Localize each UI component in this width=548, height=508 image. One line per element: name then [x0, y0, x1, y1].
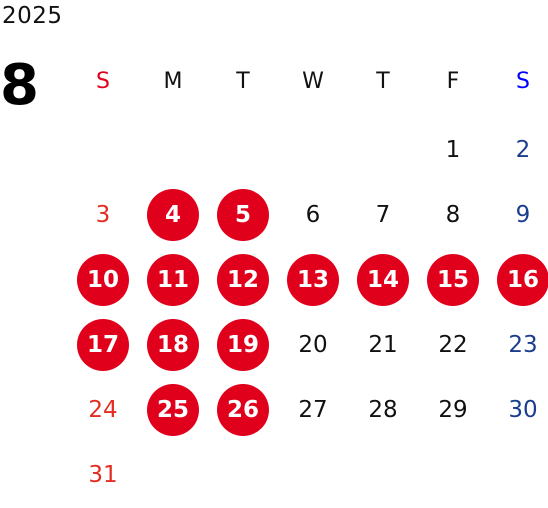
day-cell-30[interactable]: 30 [488, 378, 548, 442]
holiday-date: 5 [217, 189, 269, 241]
calendar-grid: 1 2 3 4 5 6 7 8 9 10 11 12 13 14 15 16 17 18 19 20 21 22 23 24 2… [68, 118, 548, 508]
calendar-year: 2025 [2, 3, 63, 29]
day-cell-13[interactable]: 13 [278, 248, 348, 312]
day-cell-12[interactable]: 12 [208, 248, 278, 312]
day-cell-7[interactable]: 7 [348, 183, 418, 247]
day-cell-15[interactable]: 15 [418, 248, 488, 312]
holiday-date: 10 [77, 254, 129, 306]
weekday-sun: S [96, 68, 110, 94]
date-number: 29 [438, 397, 468, 423]
date-number: 30 [508, 397, 538, 423]
holiday-date: 12 [217, 254, 269, 306]
date-number: 9 [515, 202, 531, 228]
weekday-tue: T [236, 68, 250, 94]
day-cell-18[interactable]: 18 [138, 313, 208, 377]
day-cell-6[interactable]: 6 [278, 183, 348, 247]
day-cell-28[interactable]: 28 [348, 378, 418, 442]
day-cell-17[interactable]: 17 [68, 313, 138, 377]
date-number: 1 [445, 137, 461, 163]
date-number: 27 [298, 397, 328, 423]
day-cell-5[interactable]: 5 [208, 183, 278, 247]
day-cell-9[interactable]: 9 [488, 183, 548, 247]
date-number: 6 [305, 202, 321, 228]
date-number: 3 [95, 202, 111, 228]
day-cell-2[interactable]: 2 [488, 118, 548, 182]
weekday-sat: S [516, 68, 530, 94]
holiday-date: 17 [77, 319, 129, 371]
calendar-month: 8 [0, 53, 39, 118]
day-cell-26[interactable]: 26 [208, 378, 278, 442]
day-cell-25[interactable]: 25 [138, 378, 208, 442]
holiday-date: 14 [357, 254, 409, 306]
date-number: 31 [88, 462, 118, 488]
day-cell-24[interactable]: 24 [68, 378, 138, 442]
day-cell-16[interactable]: 16 [488, 248, 548, 312]
day-cell-4[interactable]: 4 [138, 183, 208, 247]
day-cell-22[interactable]: 22 [418, 313, 488, 377]
holiday-date: 26 [217, 384, 269, 436]
date-number: 23 [508, 332, 538, 358]
day-cell-23[interactable]: 23 [488, 313, 548, 377]
weekday-thu: T [376, 68, 390, 94]
holiday-date: 15 [427, 254, 479, 306]
holiday-date: 16 [497, 254, 548, 306]
date-number: 8 [445, 202, 461, 228]
holiday-date: 25 [147, 384, 199, 436]
date-number: 21 [368, 332, 398, 358]
date-number: 24 [88, 397, 118, 423]
day-cell-19[interactable]: 19 [208, 313, 278, 377]
date-number: 7 [375, 202, 391, 228]
date-number: 22 [438, 332, 468, 358]
day-cell-8[interactable]: 8 [418, 183, 488, 247]
day-cell-21[interactable]: 21 [348, 313, 418, 377]
holiday-date: 11 [147, 254, 199, 306]
day-cell-14[interactable]: 14 [348, 248, 418, 312]
day-cell-27[interactable]: 27 [278, 378, 348, 442]
day-cell-3[interactable]: 3 [68, 183, 138, 247]
day-cell-10[interactable]: 10 [68, 248, 138, 312]
date-number: 28 [368, 397, 398, 423]
date-number: 20 [298, 332, 328, 358]
day-cell-31[interactable]: 31 [68, 443, 138, 507]
holiday-date: 19 [217, 319, 269, 371]
holiday-date: 4 [147, 189, 199, 241]
day-cell-11[interactable]: 11 [138, 248, 208, 312]
date-number: 2 [515, 137, 531, 163]
weekday-wed: W [302, 68, 324, 94]
weekday-mon: M [163, 68, 183, 94]
day-cell-29[interactable]: 29 [418, 378, 488, 442]
day-cell-1[interactable]: 1 [418, 118, 488, 182]
holiday-date: 18 [147, 319, 199, 371]
weekday-fri: F [446, 68, 460, 94]
holiday-date: 13 [287, 254, 339, 306]
day-cell-20[interactable]: 20 [278, 313, 348, 377]
